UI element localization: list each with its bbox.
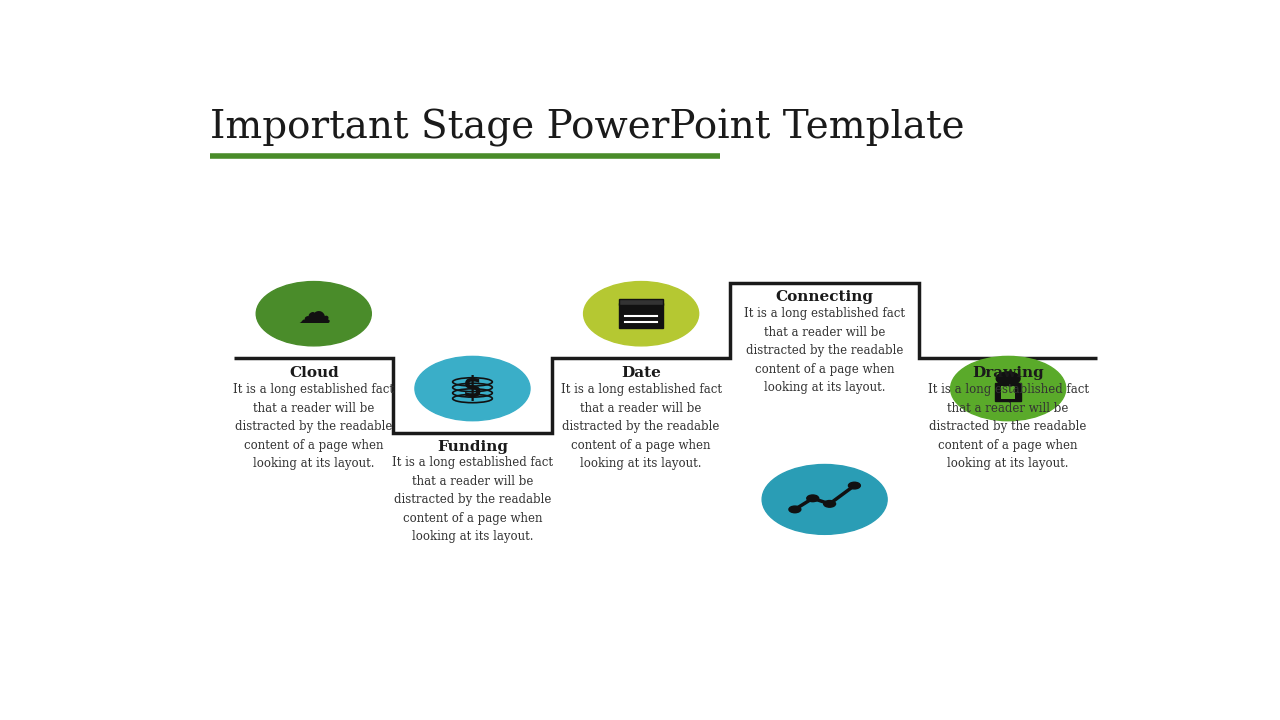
Text: Cloud: Cloud: [289, 366, 339, 380]
Text: It is a long established fact
that a reader will be
distracted by the readable
c: It is a long established fact that a rea…: [392, 456, 553, 543]
Text: Connecting: Connecting: [776, 290, 874, 305]
Text: Date: Date: [621, 366, 660, 380]
Circle shape: [849, 482, 860, 489]
Text: It is a long established fact
that a reader will be
distracted by the readable
c: It is a long established fact that a rea…: [561, 383, 722, 470]
FancyBboxPatch shape: [620, 302, 663, 328]
Text: It is a long established fact
that a reader will be
distracted by the readable
c: It is a long established fact that a rea…: [744, 307, 905, 394]
Circle shape: [762, 464, 887, 534]
FancyBboxPatch shape: [1001, 387, 1015, 399]
Circle shape: [806, 495, 819, 502]
Text: ☁: ☁: [297, 297, 330, 330]
Circle shape: [256, 282, 371, 346]
Circle shape: [788, 506, 801, 513]
Circle shape: [823, 500, 836, 507]
FancyBboxPatch shape: [620, 299, 663, 305]
FancyBboxPatch shape: [996, 383, 1021, 401]
Text: It is a long established fact
that a reader will be
distracted by the readable
c: It is a long established fact that a rea…: [233, 383, 394, 470]
Text: $: $: [463, 374, 483, 402]
Text: Drawing: Drawing: [973, 366, 1044, 380]
Text: Important Stage PowerPoint Template: Important Stage PowerPoint Template: [210, 109, 964, 147]
Circle shape: [996, 372, 1020, 385]
Circle shape: [415, 356, 530, 420]
Text: It is a long established fact
that a reader will be
distracted by the readable
c: It is a long established fact that a rea…: [928, 383, 1089, 470]
Circle shape: [584, 282, 699, 346]
Circle shape: [951, 356, 1066, 420]
Text: Funding: Funding: [436, 439, 508, 454]
